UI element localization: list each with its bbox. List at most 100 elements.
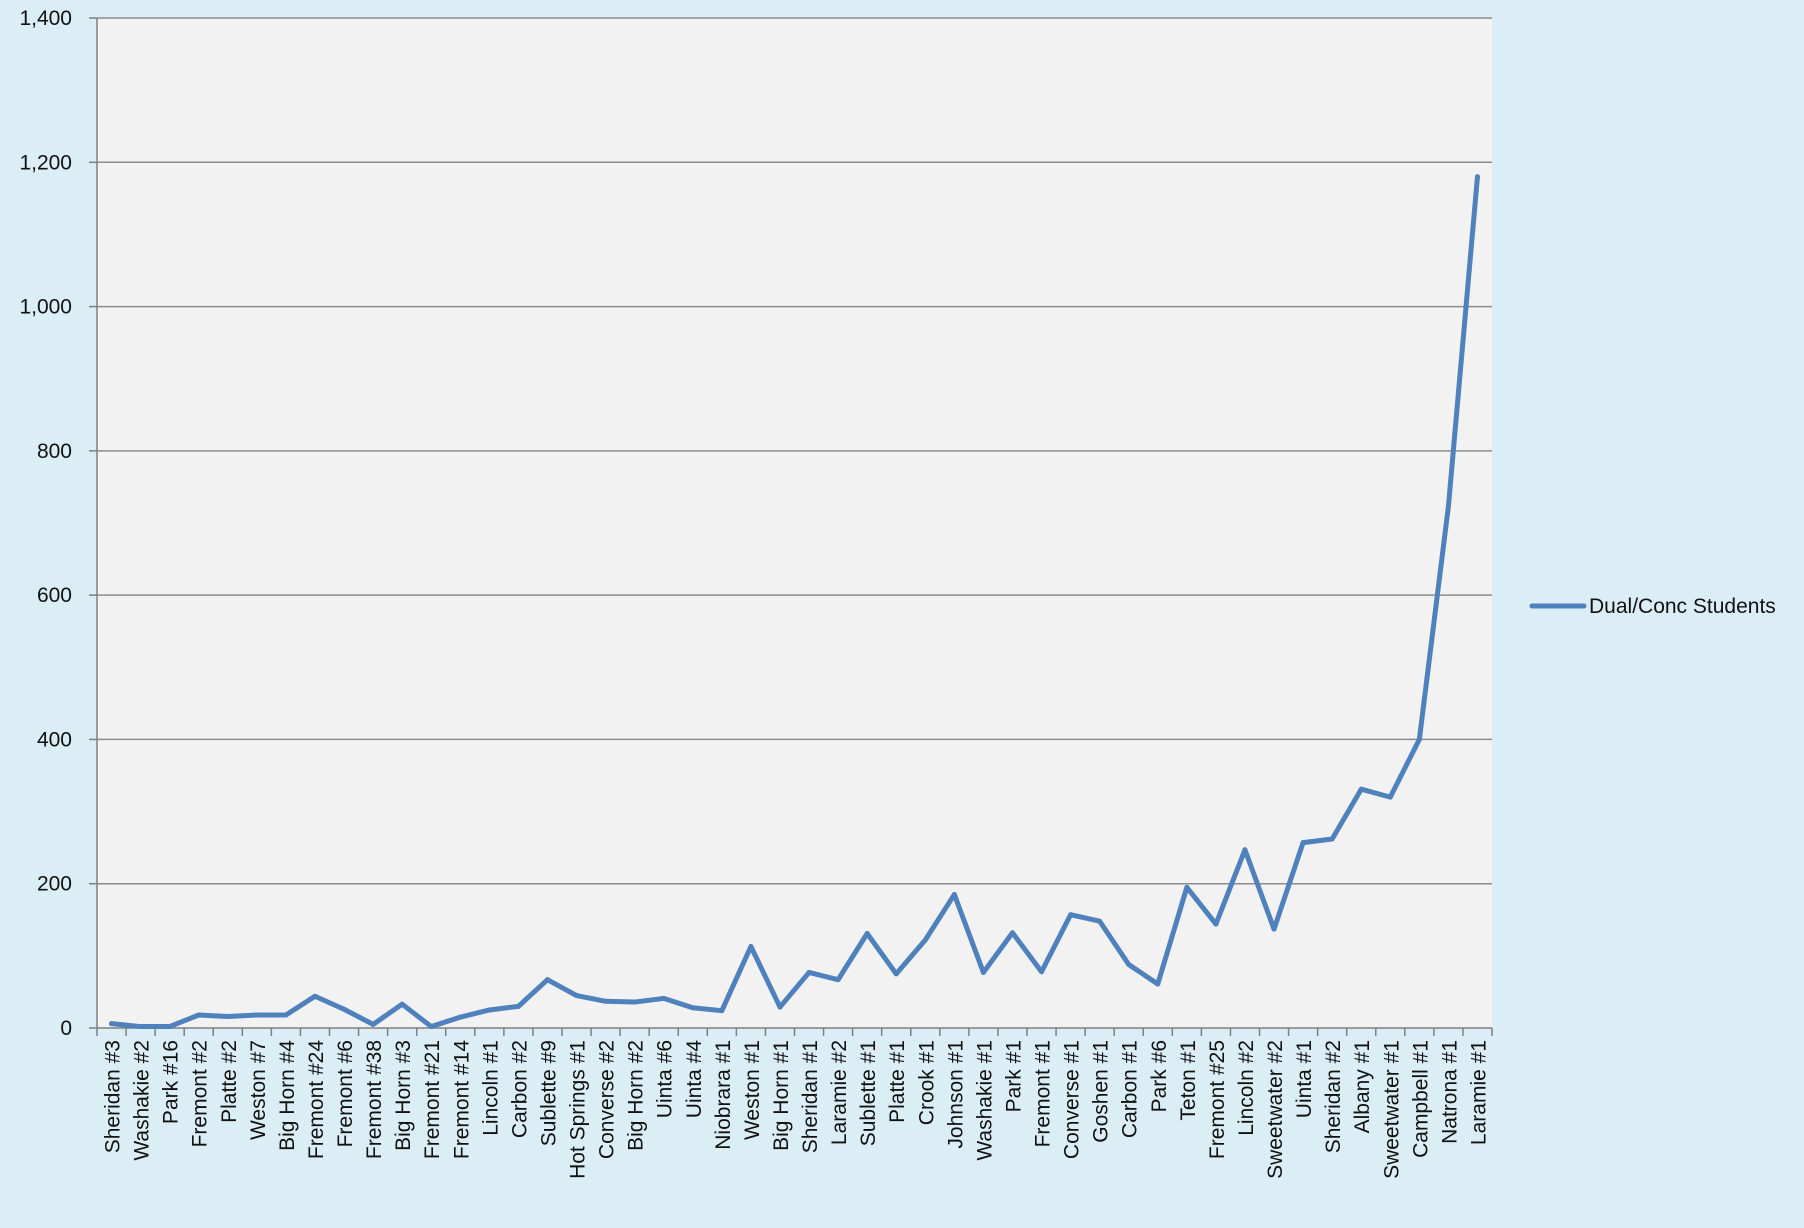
- x-tick-label: Johnson #1: [944, 1040, 967, 1149]
- data-point: [1155, 981, 1161, 987]
- data-point: [864, 930, 870, 936]
- y-tick-label: 400: [37, 728, 72, 751]
- data-point: [980, 969, 986, 975]
- data-point: [1300, 840, 1306, 846]
- x-axis-tick-labels: Sheridan #3 Washakie #2 Park #16 Fremont #2…: [96, 1028, 1493, 1179]
- data-point: [1126, 962, 1132, 968]
- x-tick-label: Uinta #6: [654, 1040, 677, 1118]
- legend: Dual/Conc Students: [1529, 595, 1776, 618]
- x-tick-label: Laramie #1: [1467, 1040, 1490, 1145]
- x-tick-label: Big Horn #3: [392, 1040, 415, 1151]
- data-point: [1387, 794, 1393, 800]
- x-tick-label: Park #1: [1002, 1040, 1025, 1112]
- data-point: [777, 1004, 783, 1010]
- data-point: [922, 937, 928, 943]
- x-tick-label: Lincoln #1: [479, 1040, 502, 1136]
- data-point: [1329, 836, 1335, 842]
- x-tick-label: Sheridan #3: [102, 1040, 125, 1153]
- x-tick-label: Sweetwater #1: [1380, 1040, 1403, 1179]
- x-tick-label: Hot Springs #1: [567, 1040, 590, 1179]
- data-point: [457, 1014, 463, 1020]
- x-tick-label: Washakie #2: [131, 1040, 154, 1161]
- data-point: [951, 892, 957, 898]
- x-tick-label: Sweetwater #2: [1264, 1040, 1287, 1179]
- x-tick-label: Park #6: [1148, 1040, 1171, 1112]
- legend-label: Dual/Conc Students: [1589, 595, 1776, 618]
- x-tick-label: Platte #2: [218, 1040, 241, 1123]
- x-tick-label: Fremont #2: [189, 1040, 212, 1147]
- data-point: [748, 943, 754, 949]
- data-point: [806, 969, 812, 975]
- x-tick-label: Uinta #1: [1293, 1040, 1316, 1118]
- x-tick-label: Albany #1: [1351, 1040, 1374, 1133]
- x-tick-label: Goshen #1: [1090, 1040, 1113, 1143]
- data-point: [225, 1013, 231, 1019]
- data-point: [690, 1005, 696, 1011]
- data-point: [632, 999, 638, 1005]
- data-point: [1213, 921, 1219, 927]
- x-tick-label: Sheridan #2: [1322, 1040, 1345, 1153]
- data-point: [544, 977, 550, 983]
- x-tick-label: Fremont #21: [421, 1040, 444, 1159]
- x-tick-label: Fremont #1: [1032, 1040, 1055, 1147]
- x-tick-label: Niobrara #1: [712, 1040, 735, 1150]
- y-axis-tick-labels: 0 200 400 600 800 1,000 1,200 1,400: [19, 7, 97, 1040]
- data-point: [1097, 918, 1103, 924]
- x-tick-label: Carbon #2: [508, 1040, 531, 1138]
- x-tick-label: Carbon #1: [1119, 1040, 1142, 1138]
- data-point: [370, 1021, 376, 1027]
- data-point: [1039, 969, 1045, 975]
- data-point: [1009, 930, 1015, 936]
- data-point: [167, 1024, 173, 1030]
- data-point: [109, 1021, 115, 1027]
- x-tick-label: Natrona #1: [1438, 1040, 1461, 1144]
- x-tick-label: Big Horn #1: [770, 1040, 793, 1151]
- data-point: [196, 1012, 202, 1018]
- x-tick-label: Sublette #1: [857, 1040, 880, 1146]
- data-point: [283, 1012, 289, 1018]
- x-tick-label: Platte #1: [886, 1040, 909, 1123]
- data-point: [1358, 786, 1364, 792]
- x-tick-label: Campbell #1: [1409, 1040, 1432, 1158]
- y-tick-label: 1,200: [19, 151, 72, 174]
- y-tick-label: 800: [37, 440, 72, 463]
- data-point: [1474, 174, 1480, 180]
- x-tick-label: Fremont #38: [363, 1040, 386, 1159]
- x-tick-label: Fremont #6: [334, 1040, 357, 1147]
- y-tick-label: 1,000: [19, 296, 72, 319]
- data-point: [835, 977, 841, 983]
- y-tick-label: 1,400: [19, 7, 72, 30]
- x-tick-label: Big Horn #2: [625, 1040, 648, 1151]
- x-tick-label: Sheridan #1: [799, 1040, 822, 1153]
- x-tick-label: Weston #7: [247, 1040, 270, 1140]
- x-tick-label: Weston #1: [741, 1040, 764, 1140]
- x-tick-label: Sublette #9: [537, 1040, 560, 1146]
- plot-area: [97, 18, 1492, 1028]
- data-point: [1184, 884, 1190, 890]
- x-tick-label: Fremont #25: [1206, 1040, 1229, 1159]
- x-tick-label: Fremont #14: [450, 1040, 473, 1159]
- data-point: [1445, 503, 1451, 509]
- data-point: [661, 995, 667, 1001]
- x-tick-label: Laramie #2: [828, 1040, 851, 1145]
- data-point: [138, 1024, 144, 1030]
- data-point: [486, 1007, 492, 1013]
- y-tick-label: 200: [37, 873, 72, 896]
- data-point: [1242, 847, 1248, 853]
- data-point: [1068, 912, 1074, 918]
- data-point: [399, 1001, 405, 1007]
- data-point: [254, 1012, 260, 1018]
- x-tick-label: Fremont #24: [305, 1040, 328, 1159]
- x-tick-label: Lincoln #2: [1235, 1040, 1258, 1136]
- x-tick-label: Big Horn #4: [276, 1040, 299, 1151]
- data-point: [341, 1006, 347, 1012]
- y-tick-label: 0: [60, 1017, 72, 1040]
- x-tick-label: Teton #1: [1177, 1040, 1200, 1121]
- data-point: [719, 1008, 725, 1014]
- x-tick-label: Converse #1: [1061, 1040, 1084, 1159]
- x-tick-label: Converse #2: [596, 1040, 619, 1159]
- x-tick-label: Crook #1: [915, 1040, 938, 1125]
- data-point: [1271, 926, 1277, 932]
